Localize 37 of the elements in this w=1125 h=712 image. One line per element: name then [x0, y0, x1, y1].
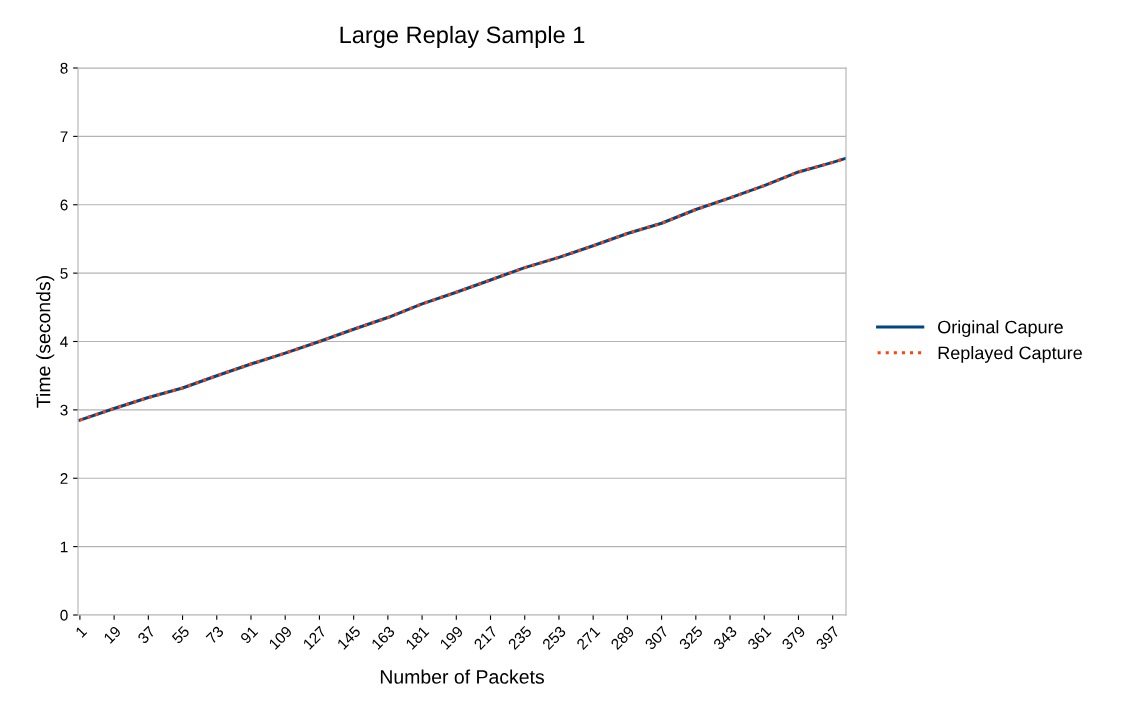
x-tick-label: 217 [473, 625, 498, 651]
x-tick-label: 109 [268, 625, 293, 650]
y-tick-label: 8 [60, 62, 68, 74]
y-tick-label: 6 [60, 199, 68, 211]
x-tick-label: 199 [439, 625, 464, 650]
x-tick-label: 55 [171, 625, 191, 645]
x-tick-label: 289 [610, 625, 635, 651]
y-tick-label: 3 [60, 404, 68, 416]
x-tick-label: 1 [75, 625, 88, 638]
x-tick-label: 379 [781, 625, 806, 651]
x-tick-label: 325 [678, 625, 704, 651]
legend-label: Replayed Capture [938, 346, 1082, 363]
y-axis-title: Time (seconds) [36, 276, 55, 408]
x-tick-label: 127 [302, 625, 327, 650]
y-tick-label: 2 [60, 473, 68, 484]
x-tick-label: 253 [541, 625, 567, 651]
x-tick-label: 307 [644, 625, 669, 651]
y-tick-label: 0 [60, 609, 68, 621]
x-tick-label: 163 [370, 625, 396, 650]
y-tick-label: 7 [60, 131, 68, 142]
x-tick-label: 361 [746, 625, 772, 651]
x-tick-label: 145 [336, 625, 362, 650]
x-tick-label: 73 [205, 625, 225, 645]
x-tick-label: 271 [575, 625, 601, 651]
x-tick-label: 19 [103, 625, 122, 644]
x-tick-label: 181 [405, 625, 430, 650]
x-tick-label: 91 [239, 625, 259, 645]
legend-label: Original Capure [938, 320, 1063, 337]
x-tick-label: 37 [137, 625, 156, 645]
y-tick-label: 5 [60, 268, 68, 279]
y-tick-label: 1 [60, 541, 68, 553]
x-tick-label: 235 [507, 625, 533, 651]
x-tick-label: 343 [712, 625, 738, 651]
x-tick-label: 397 [815, 625, 841, 651]
chart-title: Large Replay Sample 1 [340, 25, 585, 48]
y-tick-label: 4 [60, 336, 68, 348]
x-axis-title: Number of Packets [380, 669, 544, 684]
